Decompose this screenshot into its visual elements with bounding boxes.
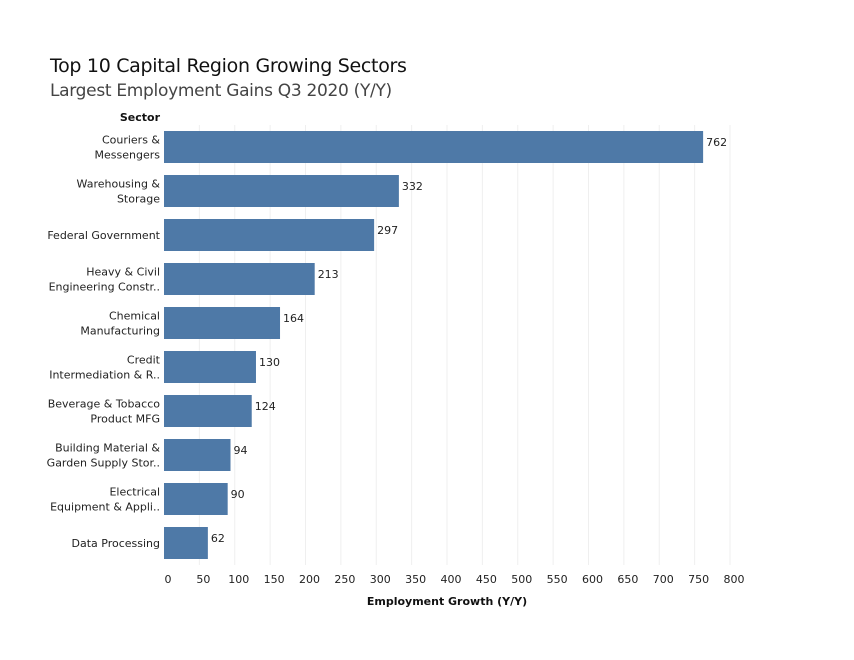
bar[interactable]: [164, 351, 256, 383]
data-label: 130: [259, 356, 280, 369]
x-tick-label: 450: [476, 573, 497, 586]
data-label: 297: [377, 224, 398, 237]
category-label: Federal Government: [47, 229, 160, 242]
x-tick-label: 50: [196, 573, 210, 586]
category-label: Electrical: [109, 486, 160, 499]
x-tick-label: 700: [653, 573, 674, 586]
x-tick-label: 650: [617, 573, 638, 586]
x-tick-label: 800: [724, 573, 745, 586]
x-tick-label: 500: [511, 573, 532, 586]
bar[interactable]: [164, 219, 375, 251]
data-label: 213: [318, 268, 339, 281]
x-tick-label: 600: [582, 573, 603, 586]
category-label: Manufacturing: [80, 325, 160, 338]
category-label: Messengers: [95, 149, 161, 162]
bar[interactable]: [164, 527, 208, 559]
x-tick-label: 550: [547, 573, 568, 586]
category-label: Credit: [127, 354, 161, 367]
data-label: 332: [402, 180, 423, 193]
x-tick-label: 300: [370, 573, 391, 586]
bar[interactable]: [164, 439, 231, 471]
category-label: Storage: [117, 193, 160, 206]
bar[interactable]: [164, 263, 315, 295]
category-label: Couriers &: [102, 134, 160, 147]
chart-title: Top 10 Capital Region Growing Sectors: [50, 55, 407, 77]
x-tick-label: 250: [334, 573, 355, 586]
x-tick-label: 100: [228, 573, 249, 586]
category-label: Warehousing &: [77, 178, 161, 191]
x-tick-label: 400: [441, 573, 462, 586]
data-label: 62: [211, 532, 225, 545]
x-tick-label: 750: [688, 573, 709, 586]
chart-subtitle: Largest Employment Gains Q3 2020 (Y/Y): [50, 81, 392, 101]
category-label: Beverage & Tobacco: [48, 398, 161, 411]
category-label: Equipment & Appli..: [50, 501, 160, 514]
category-label: Building Material &: [55, 442, 160, 455]
bar[interactable]: [164, 131, 704, 163]
category-label: Data Processing: [72, 537, 161, 550]
x-tick-label: 350: [405, 573, 426, 586]
x-tick-label: 150: [264, 573, 285, 586]
x-tick-label: 0: [165, 573, 172, 586]
bar[interactable]: [164, 307, 281, 339]
y-axis-title: Sector: [120, 111, 161, 124]
x-axis-title: Employment Growth (Y/Y): [367, 595, 527, 608]
bar[interactable]: [164, 395, 252, 427]
category-label: Chemical: [109, 310, 160, 323]
data-label: 124: [255, 400, 276, 413]
data-label: 164: [283, 312, 304, 325]
category-label: Intermediation & R..: [49, 369, 160, 382]
category-label: Product MFG: [90, 413, 160, 426]
category-label: Heavy & Civil: [86, 266, 160, 279]
bar[interactable]: [164, 483, 228, 515]
data-label: 94: [234, 444, 248, 457]
category-label: Engineering Constr..: [49, 281, 160, 294]
bar[interactable]: [164, 175, 399, 207]
category-label: Garden Supply Stor..: [47, 457, 160, 470]
x-tick-label: 200: [299, 573, 320, 586]
data-label: 90: [231, 488, 245, 501]
data-label: 762: [706, 136, 727, 149]
